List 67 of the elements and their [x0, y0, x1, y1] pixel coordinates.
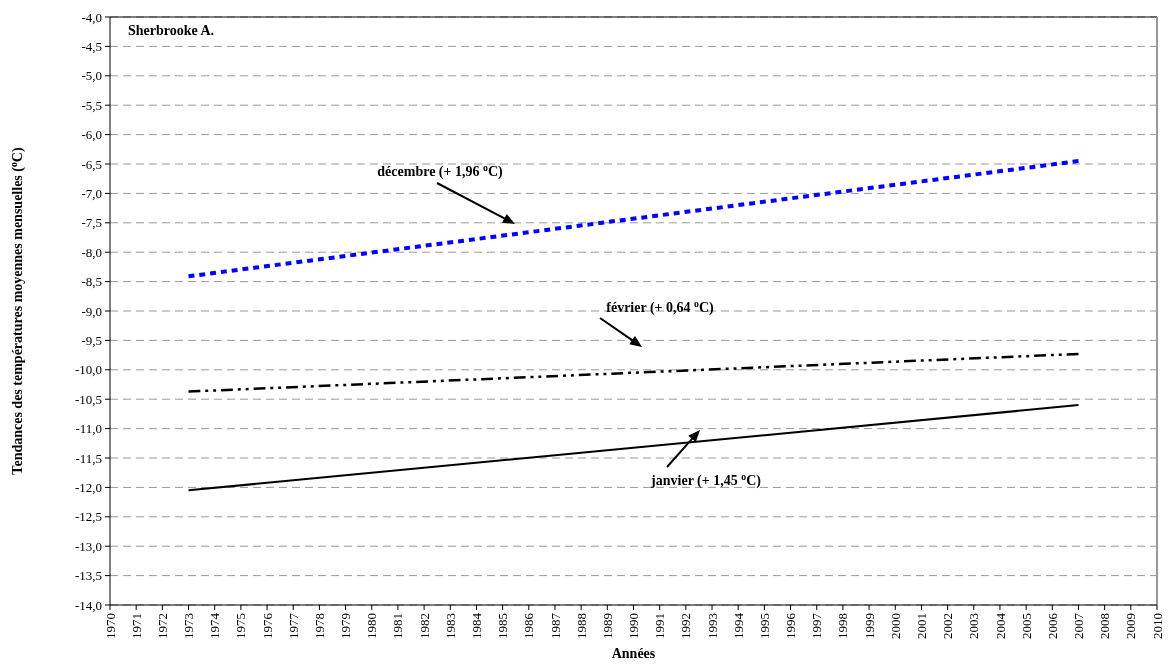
x-tick-label: 2005	[1018, 613, 1034, 639]
x-tick-label: 1998	[835, 613, 851, 639]
x-tick-label: 2002	[940, 613, 956, 639]
x-tick-label: 1976	[259, 612, 275, 639]
x-tick-label: 2009	[1123, 613, 1139, 639]
x-tick-label: 2008	[1097, 613, 1113, 639]
x-tick-label: 1983	[442, 613, 458, 639]
x-tick-label: 2007	[1071, 612, 1087, 639]
y-tick-label: -11,5	[75, 450, 102, 466]
x-tick-label: 1982	[416, 613, 432, 639]
x-tick-label: 2001	[913, 613, 929, 639]
x-tick-label: 1997	[809, 612, 825, 639]
y-tick-label: -7,0	[81, 185, 102, 201]
y-tick-label: -5,0	[81, 68, 102, 84]
y-tick-label: -8,5	[81, 274, 102, 290]
y-tick-label: -10,0	[74, 362, 102, 378]
x-tick-label: 1992	[678, 613, 694, 639]
x-tick-label: 1984	[469, 612, 484, 639]
y-tick-label: -10,5	[74, 391, 102, 407]
y-tick-label: -6,0	[81, 127, 102, 143]
x-tick-label: 2004	[992, 612, 1008, 639]
x-tick-label: 1989	[599, 613, 615, 639]
y-tick-label: -13,0	[74, 538, 102, 554]
x-tick-label: 1986	[521, 612, 537, 639]
x-tick-label: 1991	[652, 613, 668, 639]
x-tick-label: 1999	[861, 613, 877, 639]
x-tick-label: 1973	[181, 613, 197, 639]
x-tick-label: 1970	[102, 613, 118, 639]
y-tick-label: -12,0	[74, 479, 102, 495]
y-tick-label: -11,0	[75, 421, 102, 437]
y-tick-label: -4,0	[81, 9, 102, 25]
x-tick-label: 1985	[495, 613, 511, 639]
x-tick-label: 1979	[338, 613, 354, 639]
x-tick-label: 1975	[233, 613, 249, 639]
y-tick-label: -9,0	[81, 303, 102, 319]
y-tick-label: -6,5	[81, 156, 102, 172]
y-tick-label: -9,5	[81, 332, 102, 348]
y-tick-label: -14,0	[74, 597, 102, 613]
x-tick-label: 2000	[887, 613, 903, 639]
x-tick-label: 2006	[1044, 612, 1060, 639]
x-tick-label: 1987	[547, 612, 563, 639]
x-tick-label: 1990	[626, 613, 642, 639]
x-tick-label: 2003	[966, 613, 982, 639]
y-tick-label: -8,0	[81, 244, 102, 260]
y-tick-label: -7,5	[81, 215, 102, 231]
x-tick-label: 1978	[311, 613, 327, 639]
x-tick-label: 1981	[390, 613, 406, 639]
y-tick-label: -13,5	[74, 568, 102, 584]
x-tick-label: 1980	[364, 613, 380, 639]
x-tick-label: 1988	[573, 613, 589, 639]
annotation: décembre (+ 1,96 $^{o}$C)	[377, 161, 504, 180]
annotation: février (+ 0,64 $^{o}$C)	[606, 297, 715, 316]
x-tick-label: 2010	[1149, 613, 1165, 639]
x-tick-label: 1995	[756, 613, 772, 639]
x-tick-label: 1994	[730, 612, 746, 639]
y-tick-label: -12,5	[74, 509, 102, 525]
annotation: janvier (+ 1,45 $^{o}$C)	[650, 470, 762, 489]
x-tick-label: 1971	[128, 613, 144, 639]
chart-title: Sherbrooke A.	[128, 23, 215, 38]
x-tick-label: 1977	[285, 612, 301, 639]
y-tick-label: -4,5	[81, 38, 102, 54]
y-tick-label: -5,5	[81, 97, 102, 113]
x-tick-label: 1972	[154, 613, 170, 639]
x-axis-title: Années	[611, 646, 656, 661]
x-tick-label: 1996	[783, 612, 799, 639]
x-tick-label: 1974	[207, 612, 223, 639]
x-tick-label: 1993	[704, 613, 720, 639]
